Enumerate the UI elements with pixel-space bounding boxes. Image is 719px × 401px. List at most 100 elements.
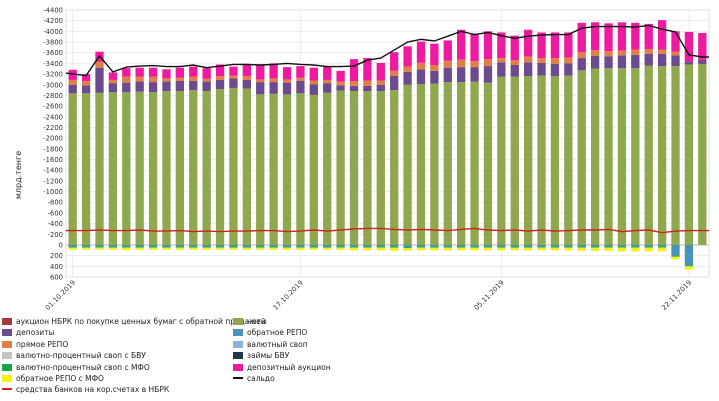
- bar-segment: [430, 70, 439, 84]
- bar-segment: [524, 62, 533, 77]
- bar-segment: [202, 68, 211, 79]
- bar-segment: [537, 75, 546, 245]
- bar-segment: [242, 88, 251, 245]
- bar-segment: [537, 246, 546, 248]
- bar-segment: [497, 76, 506, 245]
- bar-segment: [497, 32, 506, 59]
- bar-segment: [657, 247, 667, 252]
- bar-segment: [242, 79, 251, 89]
- bar-segment: [416, 246, 426, 248]
- bar-segment: [229, 78, 238, 88]
- bar-segment: [631, 49, 640, 55]
- y-tick-label: -4000: [43, 28, 63, 36]
- bar-segment: [403, 66, 412, 72]
- bar-segment: [483, 59, 493, 67]
- bar-segment: [457, 29, 466, 60]
- bar-segment: [376, 244, 385, 247]
- bar-segment: [657, 20, 667, 50]
- bar-segment: [524, 246, 533, 248]
- y-tick-label: -2000: [43, 135, 63, 143]
- bar-segment: [524, 244, 533, 247]
- bar-segment: [604, 68, 613, 245]
- bar-segment: [189, 76, 198, 82]
- bar-segment: [189, 90, 198, 245]
- bar-segment: [162, 81, 171, 92]
- bar-segment: [604, 56, 613, 69]
- bar-segment: [564, 63, 573, 76]
- bar-segment: [108, 247, 118, 250]
- legend-swatch: [233, 340, 243, 348]
- bar-segment: [282, 82, 292, 95]
- legend-swatch: [2, 388, 12, 391]
- bar-segment: [443, 67, 452, 83]
- bar-segment: [323, 79, 332, 84]
- bar-segment: [108, 72, 118, 80]
- bar-segment: [122, 244, 131, 247]
- series-line: [65, 24, 709, 77]
- y-tick-label: -200: [48, 231, 63, 239]
- bar-segment: [189, 247, 198, 250]
- bar-segment: [416, 244, 426, 247]
- bar-segment: [175, 246, 185, 248]
- bar-segment: [256, 82, 265, 95]
- bar-segment: [269, 246, 278, 248]
- bar-segment: [510, 244, 519, 247]
- bar-segment: [189, 244, 198, 247]
- bar-segment: [108, 244, 118, 247]
- bar-segment: [135, 81, 144, 92]
- bar-segment: [256, 247, 265, 250]
- bar-segment: [215, 244, 225, 247]
- bar-segment: [550, 58, 560, 64]
- bar-segment: [309, 246, 318, 248]
- bar-segment: [564, 246, 573, 248]
- bar-segment: [175, 67, 185, 78]
- bar-segment: [443, 40, 452, 61]
- bar-segment: [81, 74, 91, 82]
- y-tick-label: -2800: [43, 92, 63, 100]
- y-tick-label: -3600: [43, 49, 63, 57]
- bar-segment: [376, 62, 385, 81]
- bar-segment: [470, 246, 479, 248]
- bar-segment: [524, 56, 533, 63]
- bar-segment: [323, 247, 332, 250]
- bar-segment: [363, 246, 372, 248]
- bar-segment: [698, 63, 707, 245]
- bar-segment: [202, 247, 211, 250]
- bar-segment: [644, 246, 653, 248]
- bar-segment: [657, 53, 667, 67]
- bar-segment: [403, 71, 412, 85]
- bar-segment: [122, 68, 131, 77]
- bar-segment: [108, 246, 118, 248]
- bar-segment: [282, 247, 292, 250]
- bar-segment: [336, 90, 345, 245]
- bar-segment: [309, 80, 318, 85]
- bar-segment: [430, 65, 439, 71]
- legend-label: сальдо: [247, 374, 275, 383]
- bar-segment: [403, 248, 412, 251]
- bar-segment: [550, 63, 560, 77]
- bar-segment: [175, 91, 185, 245]
- bar-segment: [108, 79, 118, 84]
- bar-segment: [122, 246, 131, 248]
- bar-segment: [122, 82, 131, 93]
- y-axis: -200 -400 -600 -800 -1000 -1200 -1400 -1600 -180…: [43, 7, 63, 282]
- bar-segment: [215, 64, 225, 77]
- bar-segment: [564, 32, 573, 58]
- y-tick-label: 400: [50, 263, 63, 271]
- bar-segment: [202, 78, 211, 82]
- bar-segment: [376, 84, 385, 92]
- bar-segment: [644, 65, 653, 245]
- bar-segment: [657, 66, 667, 245]
- y-tick-label: -1400: [43, 167, 63, 175]
- x-tick-label: 05.11.2019: [473, 279, 506, 312]
- bar-segment: [617, 68, 627, 245]
- bar-segment: [617, 247, 627, 252]
- bar-segment: [390, 244, 399, 247]
- bar-segment: [510, 76, 519, 245]
- bar-segment: [577, 244, 586, 247]
- bar-segment: [323, 244, 332, 247]
- bar-segment: [296, 66, 305, 78]
- bar-segment: [631, 68, 640, 245]
- legend-label: ноты: [247, 317, 267, 326]
- bar-segment: [631, 247, 640, 252]
